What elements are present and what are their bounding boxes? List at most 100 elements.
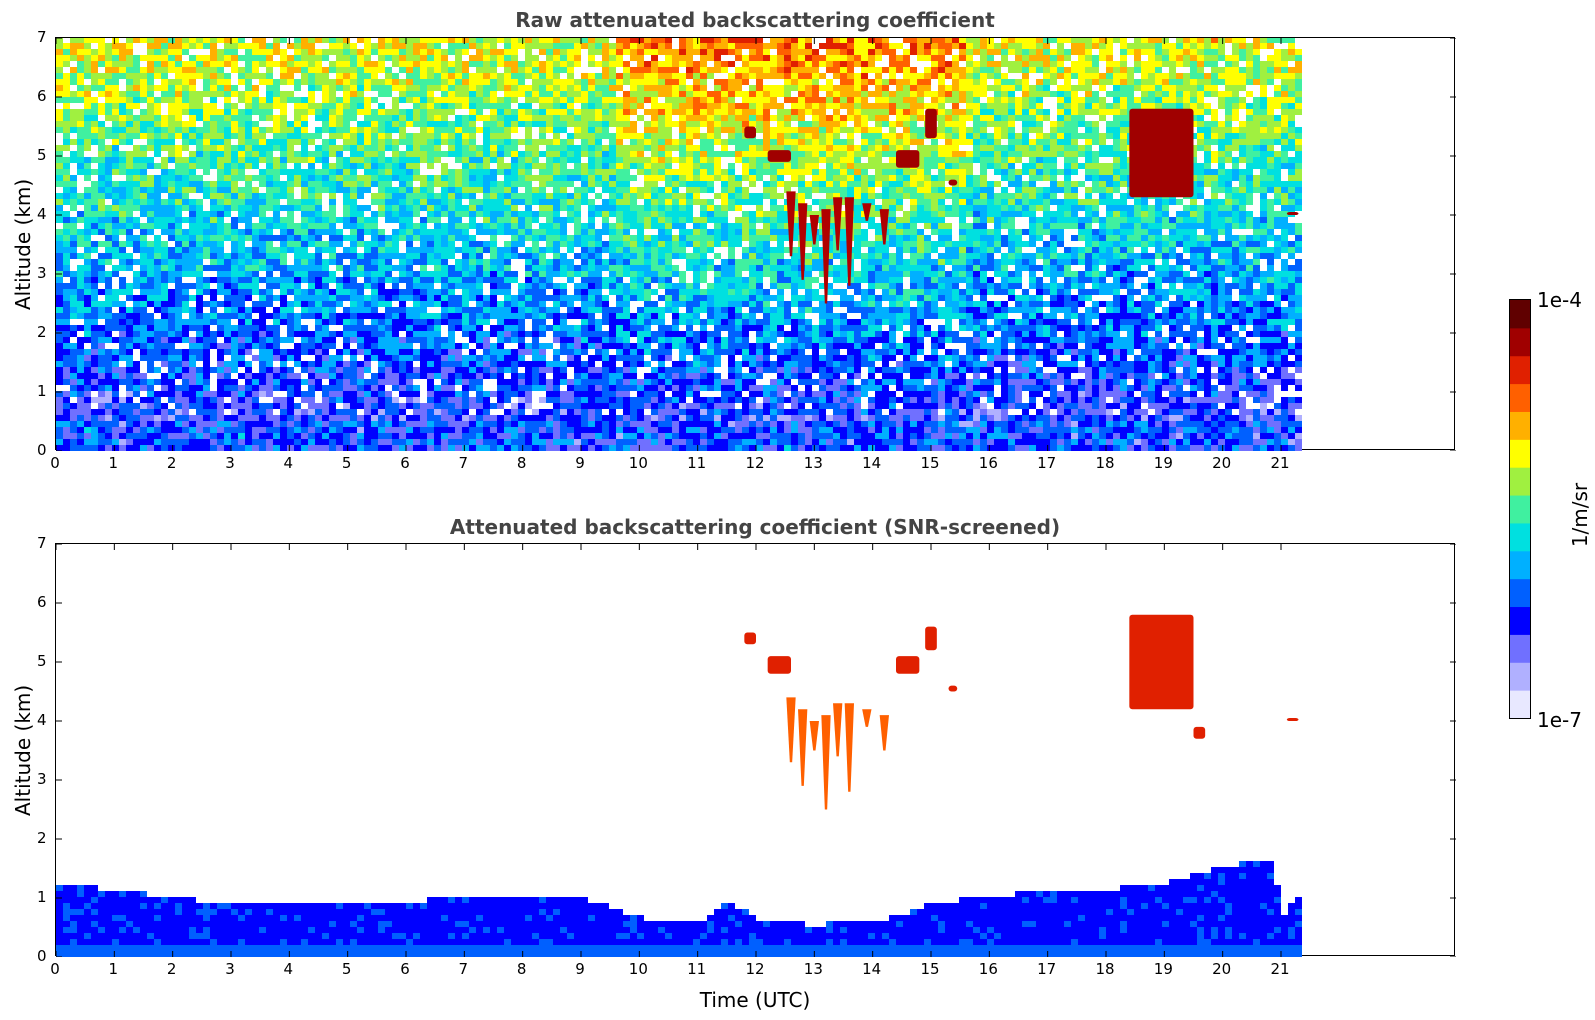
heatmap-cell [280, 145, 287, 151]
heatmap-cell [616, 343, 623, 349]
heatmap-cell [560, 379, 567, 385]
heatmap-cell [392, 439, 399, 445]
heatmap-cell [553, 307, 560, 313]
heatmap-cell [301, 349, 308, 355]
heatmap-cell [133, 259, 140, 265]
heatmap-cell [448, 427, 455, 433]
heatmap-cell [420, 409, 427, 415]
heatmap-cell [357, 415, 364, 421]
heatmap-cell [329, 439, 336, 445]
heatmap-cell [154, 409, 161, 415]
heatmap-cell [497, 331, 504, 337]
heatmap-cell [294, 331, 301, 337]
heatmap-cell [168, 391, 175, 397]
heatmap-cell [399, 205, 406, 211]
heatmap-cell [511, 247, 518, 253]
heatmap-cell [252, 193, 259, 199]
heatmap-cell [70, 349, 77, 355]
heatmap-cell [266, 313, 273, 319]
heatmap-cell [399, 127, 406, 133]
heatmap-cell [231, 67, 238, 73]
heatmap-cell [343, 295, 350, 301]
heatmap-cell [315, 49, 322, 55]
heatmap-cell [420, 439, 427, 445]
heatmap-cell [553, 283, 560, 289]
heatmap-cell [553, 403, 560, 409]
heatmap-cell [574, 169, 581, 175]
heatmap-cell [497, 115, 504, 121]
heatmap-cell [588, 445, 595, 451]
heatmap-cell [602, 307, 609, 313]
heatmap-cell [238, 79, 245, 85]
heatmap-cell [329, 97, 336, 103]
heatmap-cell [581, 427, 588, 433]
heatmap-cell [266, 433, 273, 439]
heatmap-cell [434, 121, 441, 127]
heatmap-cell [350, 235, 357, 241]
heatmap-cell [406, 175, 413, 181]
heatmap-cell [364, 421, 371, 427]
heatmap-cell [427, 181, 434, 187]
heatmap-cell [525, 223, 532, 229]
heatmap-cell [567, 439, 574, 445]
heatmap-cell [147, 391, 154, 397]
heatmap-cell [448, 313, 455, 319]
heatmap-cell [196, 127, 203, 133]
heatmap-cell [98, 229, 105, 235]
heatmap-cell [273, 277, 280, 283]
heatmap-cell [287, 307, 294, 313]
heatmap-cell [392, 283, 399, 289]
heatmap-cell [273, 139, 280, 145]
heatmap-cell [364, 67, 371, 73]
heatmap-cell [308, 187, 315, 193]
heatmap-cell [560, 295, 567, 301]
heatmap-cell [322, 211, 329, 217]
heatmap-cell [280, 439, 287, 445]
heatmap-cell [294, 169, 301, 175]
heatmap-cell [350, 337, 357, 343]
heatmap-cell [609, 103, 616, 109]
heatmap-cell [532, 349, 539, 355]
heatmap-cell [280, 247, 287, 253]
heatmap-cell [182, 283, 189, 289]
heatmap-cell [315, 133, 322, 139]
heatmap-cell [203, 421, 210, 427]
heatmap-cell [70, 415, 77, 421]
heatmap-cell [273, 415, 280, 421]
heatmap-cell [175, 79, 182, 85]
heatmap-cell [406, 403, 413, 409]
heatmap-cell [385, 295, 392, 301]
heatmap-cell [77, 157, 84, 163]
heatmap-cell [315, 67, 322, 73]
heatmap-cell [357, 295, 364, 301]
heatmap-cell [259, 367, 266, 373]
heatmap-cell [581, 379, 588, 385]
heatmap-cell [413, 229, 420, 235]
heatmap-cell [224, 205, 231, 211]
heatmap-cell [154, 193, 161, 199]
heatmap-cell [455, 181, 462, 187]
heatmap-cell [182, 337, 189, 343]
heatmap-cell [315, 61, 322, 67]
heatmap-cell [217, 181, 224, 187]
heatmap-cell [280, 223, 287, 229]
heatmap-cell [126, 103, 133, 109]
heatmap-cell [483, 211, 490, 217]
heatmap-cell [203, 157, 210, 163]
heatmap-cell [287, 445, 294, 451]
heatmap-cell [203, 85, 210, 91]
heatmap-cell [518, 241, 525, 247]
heatmap-cell [245, 205, 252, 211]
heatmap-cell [336, 379, 343, 385]
heatmap-cell [434, 265, 441, 271]
heatmap-cell [329, 253, 336, 259]
heatmap-cell [588, 121, 595, 127]
heatmap-cell [147, 163, 154, 169]
heatmap-cell [420, 301, 427, 307]
heatmap-cell [497, 307, 504, 313]
heatmap-cell [329, 223, 336, 229]
heatmap-cell [420, 373, 427, 379]
heatmap-cell [539, 121, 546, 127]
heatmap-cell [112, 133, 119, 139]
heatmap-cell [238, 205, 245, 211]
